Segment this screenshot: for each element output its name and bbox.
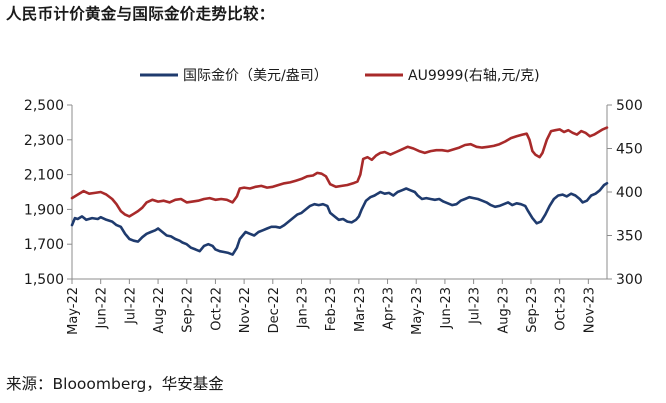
left-tick-label: 2,500	[24, 98, 64, 114]
left-y-axis: 1,500 1,700 1,900 2,100 2,300 2,500	[24, 98, 73, 288]
right-y-axis: 300 350 400 450 500	[606, 98, 643, 288]
series-layer	[70, 126, 609, 256]
legend-label: 国际金价（美元/盎司）	[183, 68, 328, 84]
right-tick-label: 300	[616, 272, 643, 288]
left-tick-label: 2,300	[24, 133, 64, 149]
left-tick-label: 1,500	[24, 272, 64, 288]
x-axis: May-22 Jun-22 Jul-22 Aug-22 Sep-22 Oct-22 Nov-…	[66, 278, 607, 335]
x-tick-label: Sep-22	[181, 287, 196, 333]
x-tick-label: Jun-22	[95, 287, 110, 330]
x-tick-label: Dec-22	[267, 287, 282, 333]
x-tick-label: Oct-22	[209, 287, 224, 331]
chart-title: 人民币计价黄金与国际金价走势比较：	[6, 5, 275, 23]
series-line-au9999	[70, 126, 609, 218]
source-note: 来源：Blooomberg，华安基金	[6, 375, 224, 393]
left-tick-label: 1,900	[24, 202, 64, 218]
series-line-intl-gold	[70, 182, 609, 256]
right-tick-label: 400	[616, 185, 643, 201]
x-tick-label: Jun-23	[439, 287, 454, 330]
x-tick-label: May-23	[410, 287, 425, 335]
x-tick-label: Nov-23	[582, 287, 597, 333]
left-tick-label: 1,700	[24, 237, 64, 253]
x-tick-label: Apr-23	[382, 287, 397, 330]
x-tick-label: Mar-23	[353, 287, 368, 332]
right-tick-label: 500	[616, 98, 643, 114]
legend-label: AU9999(右轴,元/克)	[408, 68, 540, 84]
x-tick-label: Aug-22	[152, 287, 167, 334]
right-tick-label: 350	[616, 229, 643, 245]
x-tick-label: May-22	[66, 287, 81, 335]
left-tick-label: 2,100	[24, 168, 64, 184]
x-tick-label: Jul-23	[468, 287, 483, 325]
legend: 国际金价（美元/盎司） AU9999(右轴,元/克)	[140, 68, 540, 84]
x-tick-label: Oct-23	[554, 287, 569, 331]
x-tick-label: Feb-23	[324, 287, 339, 331]
x-tick-label: Jan-23	[295, 287, 310, 329]
x-tick-label: Jul-22	[123, 287, 138, 325]
x-tick-label: Nov-22	[238, 287, 253, 333]
x-tick-label: Sep-23	[525, 287, 540, 333]
right-tick-label: 450	[616, 142, 643, 158]
x-tick-label: Aug-23	[496, 287, 511, 334]
